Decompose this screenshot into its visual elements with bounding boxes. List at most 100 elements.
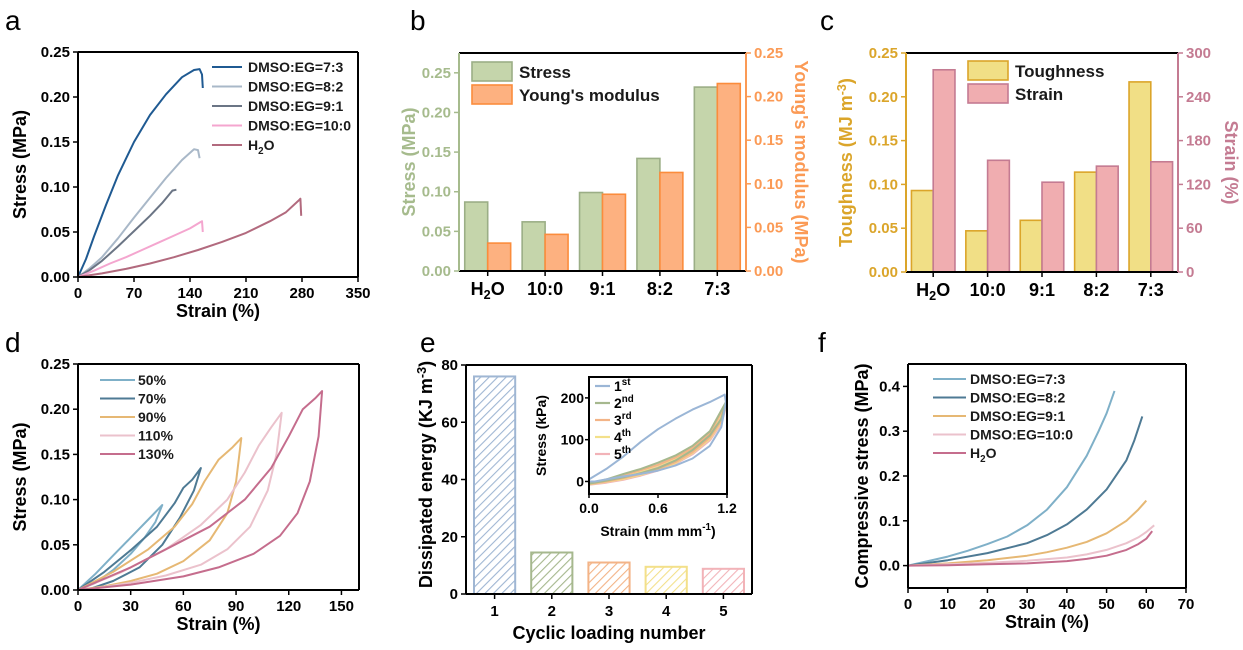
series-line-4 <box>907 530 1153 567</box>
y-tick-label: 0.10 <box>41 492 70 509</box>
x-tick-label: 0 <box>74 285 82 302</box>
x-tick-label: 350 <box>345 285 370 302</box>
legend-label-1: Strain <box>1015 85 1063 104</box>
inset-legend-label-4: 5th <box>614 445 631 462</box>
y-tick-label: 0.25 <box>869 45 898 62</box>
x-tick-label: 50 <box>1098 596 1115 613</box>
inset-x-tick-label: 1.2 <box>717 500 737 516</box>
x-tick-label: 3 <box>605 603 613 620</box>
panel-letter-c: c <box>820 5 834 36</box>
inset-legend-label-0: 1st <box>614 377 631 394</box>
x-tick-label: 210 <box>233 285 258 302</box>
y-tick-label: 0.15 <box>869 133 898 150</box>
y-tick-label: 80 <box>441 357 458 374</box>
y-right-tick-label: 0.10 <box>754 176 783 193</box>
inset-legend-label-1: 2nd <box>614 394 634 411</box>
y-right-tick-label: 0.25 <box>754 45 783 62</box>
x-tick-label: 140 <box>177 285 202 302</box>
x-tick-label: 60 <box>175 598 192 615</box>
x-tick-label: 1 <box>490 603 498 620</box>
legend-label-0: Toughness <box>1015 62 1104 81</box>
legend-swatch-1 <box>471 84 513 105</box>
y-right-tick-label: 0.00 <box>754 263 783 280</box>
x-tick-label: 10:0 <box>527 279 563 299</box>
inset-y-axis-label: Stress (kPa) <box>533 395 549 476</box>
bar-strain-1 <box>986 159 1011 273</box>
y-right-tick-label: 120 <box>1186 176 1211 193</box>
legend-label-4: H2O <box>970 445 997 465</box>
inset-x-tick-label: 0.6 <box>648 500 668 516</box>
y-axis-label: Dissipated energy (KJ m-3) <box>415 361 436 588</box>
bar-toughness-4 <box>1128 81 1152 273</box>
panel-letter-d: d <box>5 327 21 358</box>
y-tick-label: 0.3 <box>879 423 900 440</box>
y-tick-label: 0.25 <box>41 356 70 373</box>
series-line-0 <box>588 393 727 483</box>
x-tick-label: 150 <box>329 598 354 615</box>
legend-label-4: H2O <box>248 137 275 157</box>
series-line-1 <box>907 416 1144 567</box>
bar-cycle-4 <box>644 565 688 596</box>
bar-cycle-3 <box>587 561 631 596</box>
y-right-tick-label: 60 <box>1186 220 1203 237</box>
y-tick-label: 0.10 <box>41 179 70 196</box>
panel-c-toughness-strain-bars: c H2O 10:0 9:1 8:2 7:3 0.00 0.05 0.10 0.15 0.20 0.2… <box>820 5 1241 303</box>
legend-label-3: 110% <box>138 428 174 444</box>
x-tick-label: 10:0 <box>970 280 1006 300</box>
x-tick-label: 40 <box>1059 596 1076 613</box>
y-tick-label: 60 <box>441 414 458 431</box>
y-tick-label: 0.15 <box>422 144 451 161</box>
inset-x-axis-label: Strain (mm mm-1) <box>600 522 715 539</box>
legend-label-3: DMSO:EG=10:0 <box>970 427 1073 443</box>
inset-y-tick-label: 100 <box>561 432 585 448</box>
x-tick-label: 10 <box>939 596 956 613</box>
x-tick-label: 30 <box>1019 596 1036 613</box>
y-tick-label: 0.15 <box>41 446 70 463</box>
y-tick-label: 0.20 <box>422 104 451 121</box>
legend-swatch-1 <box>967 83 1009 104</box>
panel-letter-f: f <box>818 327 826 358</box>
bar-youngsmodulus-3 <box>659 171 684 272</box>
y-tick-label: 0.4 <box>879 378 901 395</box>
x-tick-label: 8:2 <box>1083 280 1109 300</box>
bar-cycle-5 <box>701 567 745 595</box>
x-tick-label: H2O <box>471 279 505 302</box>
x-tick-label: 8:2 <box>647 279 673 299</box>
legend-label-3: DMSO:EG=10:0 <box>248 118 351 134</box>
panel-letter-e: e <box>420 327 436 358</box>
legend-label-0: DMSO:EG=7:3 <box>970 371 1066 387</box>
y-tick-label: 0.00 <box>869 264 898 281</box>
bar-cycle-2 <box>530 551 574 596</box>
y-tick-label: 0.0 <box>879 558 900 575</box>
bar-toughness-0 <box>910 189 935 273</box>
series-line-0 <box>77 68 204 278</box>
legend-label-2: 90% <box>138 409 167 425</box>
bar-youngsmodulus-2 <box>601 193 627 272</box>
inset-legend-label-2: 3rd <box>614 411 632 428</box>
legend-label-1: DMSO:EG=8:2 <box>970 390 1066 406</box>
legend-label-2: DMSO:EG=9:1 <box>970 408 1066 424</box>
series-line-2 <box>77 188 177 278</box>
y-tick-label: 0.20 <box>869 89 898 106</box>
y-axis-label: Stress (MPa) <box>10 110 30 219</box>
panel-a-tensile-curves: a 0.00 0.05 0.10 0.15 0.20 0.25 0 70 140 210 280 350… <box>5 5 371 321</box>
series-line-1 <box>77 467 202 591</box>
x-tick-label: 120 <box>276 598 301 615</box>
panel-letter-b: b <box>410 5 426 36</box>
y-tick-label: 0.00 <box>41 582 70 599</box>
x-tick-label: 7:3 <box>704 279 730 299</box>
y-tick-label: 0.25 <box>422 65 451 82</box>
series-line-3 <box>907 524 1155 567</box>
bar-stress-4 <box>693 86 719 272</box>
y-tick-label: 0.10 <box>422 184 451 201</box>
bar-youngsmodulus-4 <box>716 82 742 272</box>
y-right-tick-label: 0.05 <box>754 219 783 236</box>
y-tick-label: 0.05 <box>41 537 70 554</box>
bar-strain-2 <box>1041 181 1065 273</box>
y-right-tick-label: 180 <box>1186 133 1211 150</box>
inset-x-tick-label: 0.0 <box>579 500 599 516</box>
y-tick-label: 0.20 <box>41 401 70 418</box>
y-tick-label: 0 <box>450 586 458 603</box>
series-line-3 <box>77 411 283 591</box>
